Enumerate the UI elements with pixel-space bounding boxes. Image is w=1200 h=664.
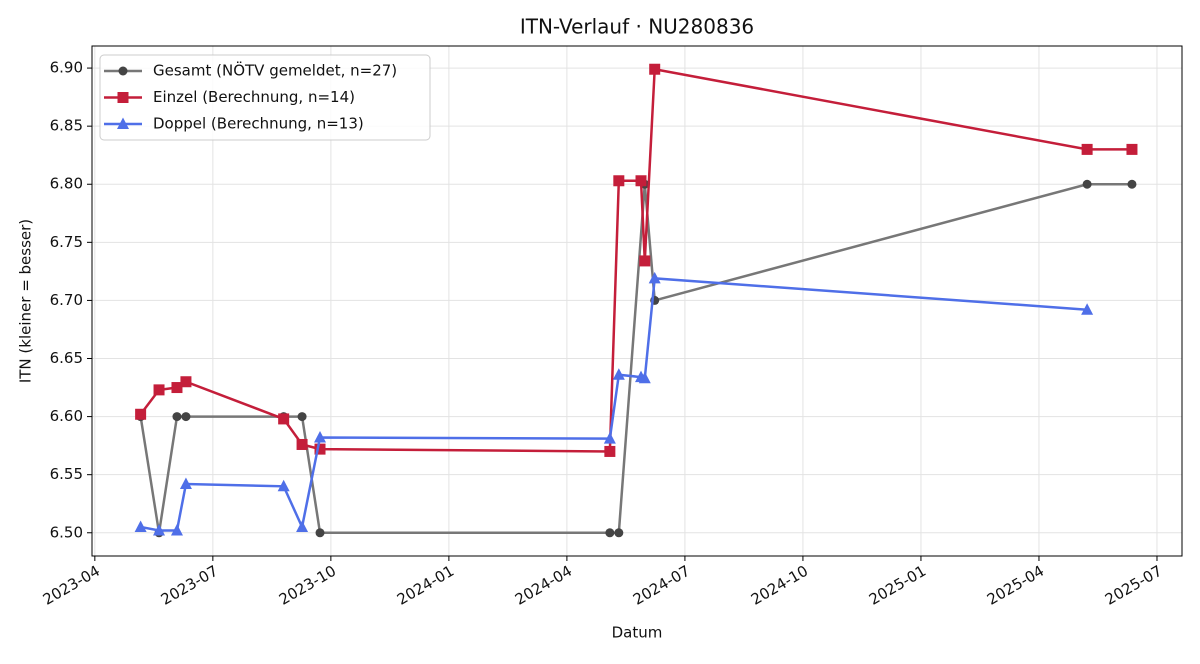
y-tick-label: 6.50 (50, 523, 83, 541)
y-tick-label: 6.70 (50, 291, 83, 309)
y-tick-label: 6.90 (50, 59, 83, 77)
chart-title: ITN-Verlauf · NU280836 (520, 15, 754, 39)
legend-marker (117, 117, 129, 129)
marker (296, 438, 308, 450)
marker (134, 520, 147, 532)
legend-label: Doppel (Berechnung, n=13) (153, 115, 364, 133)
marker (278, 413, 290, 425)
y-tick-label: 6.85 (50, 117, 83, 135)
plot-frame (91, 45, 1183, 557)
y-tick-label: 6.55 (50, 465, 83, 483)
marker (649, 63, 661, 75)
marker (135, 408, 147, 420)
marker (1082, 179, 1092, 189)
marker (297, 412, 307, 422)
marker (180, 376, 192, 388)
marker (296, 520, 309, 532)
marker (277, 479, 290, 492)
marker (648, 271, 661, 284)
y-tick-label: 6.65 (50, 349, 83, 367)
marker (315, 528, 325, 538)
legend-marker (118, 66, 128, 76)
marker (635, 175, 647, 187)
marker (614, 528, 624, 538)
y-axis-label: ITN (kleiner = besser) (17, 219, 35, 383)
legend: Gesamt (NÖTV gemeldet, n=27) Einzel (Bere… (99, 54, 431, 141)
y-tick-label: 6.75 (50, 233, 83, 251)
legend-label: Gesamt (NÖTV gemeldet, n=27) (153, 61, 397, 80)
marker (1081, 143, 1093, 155)
marker (314, 431, 327, 443)
marker (172, 412, 182, 422)
marker (603, 432, 616, 444)
marker (179, 477, 192, 489)
marker (314, 443, 326, 455)
marker (612, 368, 625, 380)
marker (1126, 143, 1138, 155)
y-tick-label: 6.60 (50, 407, 83, 425)
legend-label: Einzel (Berechnung, n=14) (153, 88, 355, 106)
marker (639, 255, 651, 267)
marker (153, 384, 165, 396)
marker (1127, 179, 1137, 189)
marker (1081, 303, 1094, 315)
marker (171, 382, 183, 394)
marker (638, 371, 651, 384)
marker (153, 523, 166, 536)
legend-box (99, 54, 431, 141)
legend-marker (117, 92, 129, 103)
x-axis-label: Datum (612, 624, 663, 642)
marker (605, 528, 615, 538)
marker (170, 523, 183, 536)
y-tick-label: 6.80 (50, 175, 83, 193)
marker (613, 175, 625, 187)
marker (181, 412, 191, 422)
marker (604, 445, 616, 457)
